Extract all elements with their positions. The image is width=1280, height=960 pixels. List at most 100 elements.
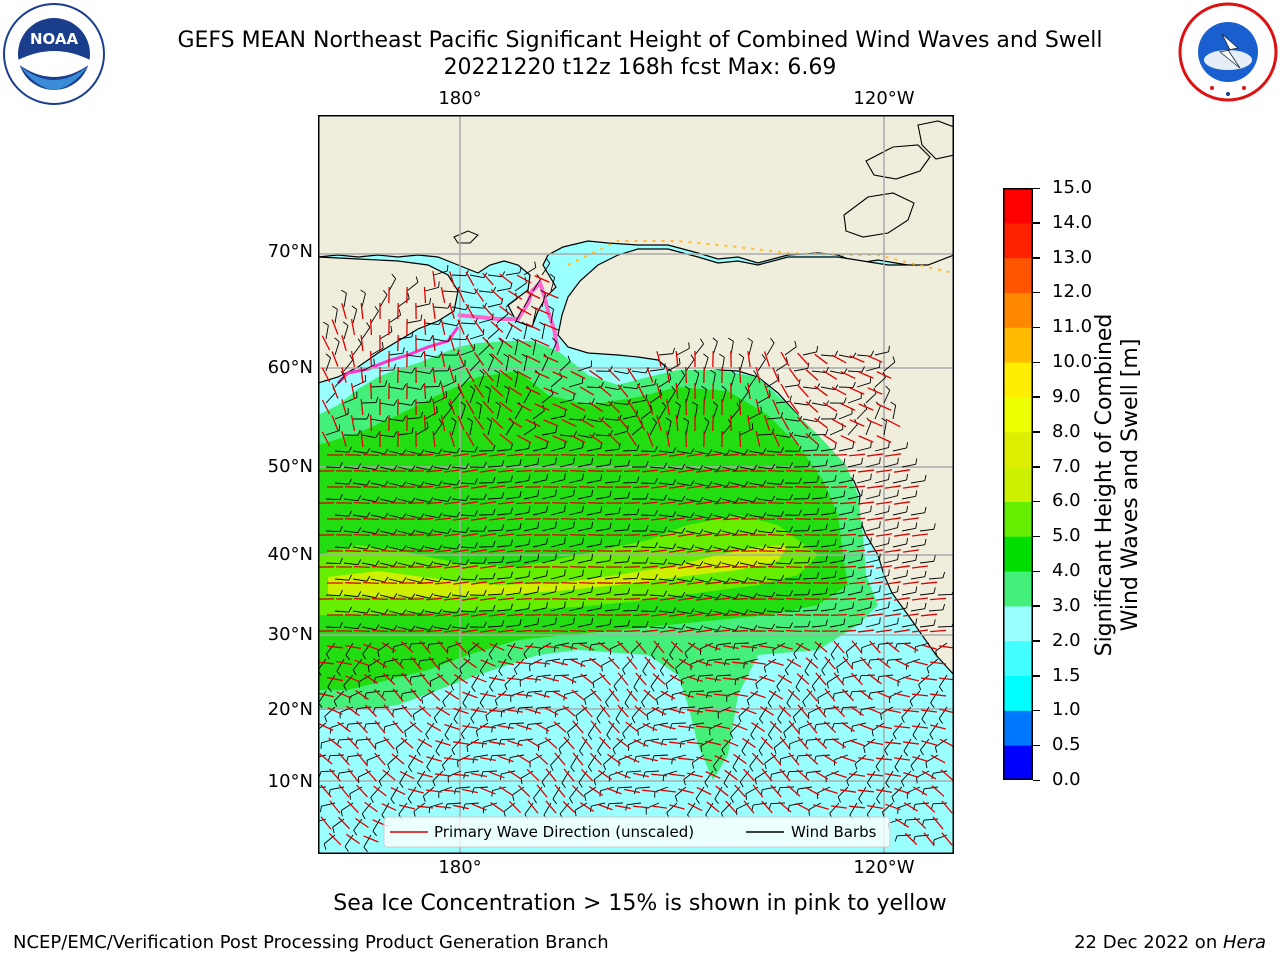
wind-barb (926, 658, 939, 669)
wind-barb (450, 674, 462, 686)
wind-barb (487, 529, 503, 532)
wind-barb (883, 361, 896, 372)
wind-barb (807, 770, 822, 773)
wind-barb (766, 417, 781, 420)
wind-barb (568, 607, 583, 612)
wind-barb-flag (404, 731, 407, 738)
wind-barb-flag (624, 702, 630, 709)
wind-barb (442, 482, 457, 486)
wind-barb (559, 361, 571, 372)
wave-direction-arrow (632, 517, 650, 521)
wind-barb-flag (465, 623, 470, 629)
wind-barb-flag (690, 354, 695, 360)
wind-barb-flag (600, 570, 603, 577)
wind-barb (712, 754, 723, 767)
wind-barb (586, 607, 601, 612)
wind-barb-flag (691, 762, 695, 769)
wave-direction-arrow (608, 656, 620, 670)
wave-direction-arrow (465, 399, 475, 415)
wind-barb (444, 722, 453, 736)
wave-direction-arrow (732, 692, 748, 698)
wave-direction-arrow (461, 757, 479, 761)
wind-barb-flag (459, 668, 463, 675)
wave-direction-arrow (656, 383, 662, 399)
wind-barb (478, 290, 493, 293)
map-legend: Primary Wave Direction (unscaled) Wind B… (383, 816, 891, 848)
wind-barb (510, 754, 525, 758)
wind-barb (415, 303, 430, 308)
wave-direction-arrow (419, 672, 431, 686)
wind-barb (658, 353, 673, 356)
wind-barb-flag (436, 406, 438, 413)
wave-direction-arrow (545, 800, 557, 814)
wind-barb-flag (789, 395, 792, 402)
wave-direction-arrow (331, 319, 339, 335)
wind-barb (901, 706, 912, 718)
wind-barb-flag (912, 734, 917, 741)
wave-direction-arrow (515, 629, 533, 633)
wind-barb (684, 642, 696, 654)
wave-direction-arrow (374, 752, 386, 766)
wave-direction-arrow (570, 659, 586, 667)
wind-barb (658, 610, 673, 614)
wave-direction-arrow (686, 709, 704, 713)
wave-direction-arrow (410, 688, 422, 702)
wind-barb-flag (456, 479, 461, 486)
wind-barb-flag (773, 747, 777, 754)
wave-direction-arrow (452, 549, 470, 553)
wave-direction-arrow (772, 399, 780, 415)
wind-barb (667, 562, 682, 566)
wave-direction-arrow (677, 597, 695, 601)
wave-direction-arrow (794, 582, 812, 584)
wave-direction-arrow (660, 690, 676, 700)
wind-barb (470, 706, 480, 719)
wind-barb-flag (411, 593, 416, 599)
wave-direction-arrow (560, 613, 578, 617)
wave-direction-arrow (543, 419, 559, 427)
wind-barb (432, 770, 444, 781)
colorbar-swatch (1003, 327, 1033, 363)
wind-barb-flag (555, 489, 557, 496)
wave-direction-arrow (434, 549, 452, 553)
colorbar-title-line2: Wind Waves and Swell [m] (1118, 338, 1143, 632)
wave-direction-arrow (440, 383, 446, 399)
wind-barb (523, 426, 536, 436)
wind-barb (505, 528, 520, 532)
wind-barb (892, 607, 907, 612)
colorbar-label: 3.0 (1052, 594, 1081, 616)
wind-barb-flag (474, 542, 478, 549)
wave-direction-arrow (461, 629, 479, 633)
wind-barb-flag (678, 357, 681, 364)
wind-barb (451, 626, 466, 630)
wind-barb-flag (539, 321, 545, 326)
wave-direction-arrow (668, 613, 686, 617)
wave-direction-arrow (632, 581, 650, 585)
wave-direction-arrow (434, 453, 452, 457)
wind-barb-flag (654, 573, 658, 580)
wind-barb (667, 594, 682, 598)
wind-barb (410, 642, 426, 645)
wave-direction-arrow (443, 789, 461, 793)
wind-barb (757, 433, 773, 436)
wave-direction-arrow (416, 805, 434, 809)
wave-direction-arrow (465, 431, 475, 447)
wind-barb (451, 421, 457, 436)
wave-direction-arrow (902, 549, 920, 553)
wave-direction-arrow (360, 302, 364, 320)
wind-barb (496, 609, 511, 612)
wind-barb (550, 377, 562, 388)
wind-barb (757, 530, 772, 534)
wind-barb-flag (530, 337, 536, 342)
wind-barb-flag (402, 545, 407, 551)
wind-barb (387, 754, 399, 765)
wind-barb-flag (358, 681, 361, 688)
wave-direction-arrow (779, 768, 791, 782)
wind-barb (896, 834, 912, 837)
colorbar-tick (1033, 466, 1040, 468)
wind-barb-flag (433, 717, 438, 724)
wind-barb (492, 722, 507, 727)
wind-barb (424, 354, 439, 359)
wave-direction-arrow (777, 644, 793, 650)
wind-barb (772, 642, 786, 651)
wave-direction-arrow (851, 672, 863, 686)
